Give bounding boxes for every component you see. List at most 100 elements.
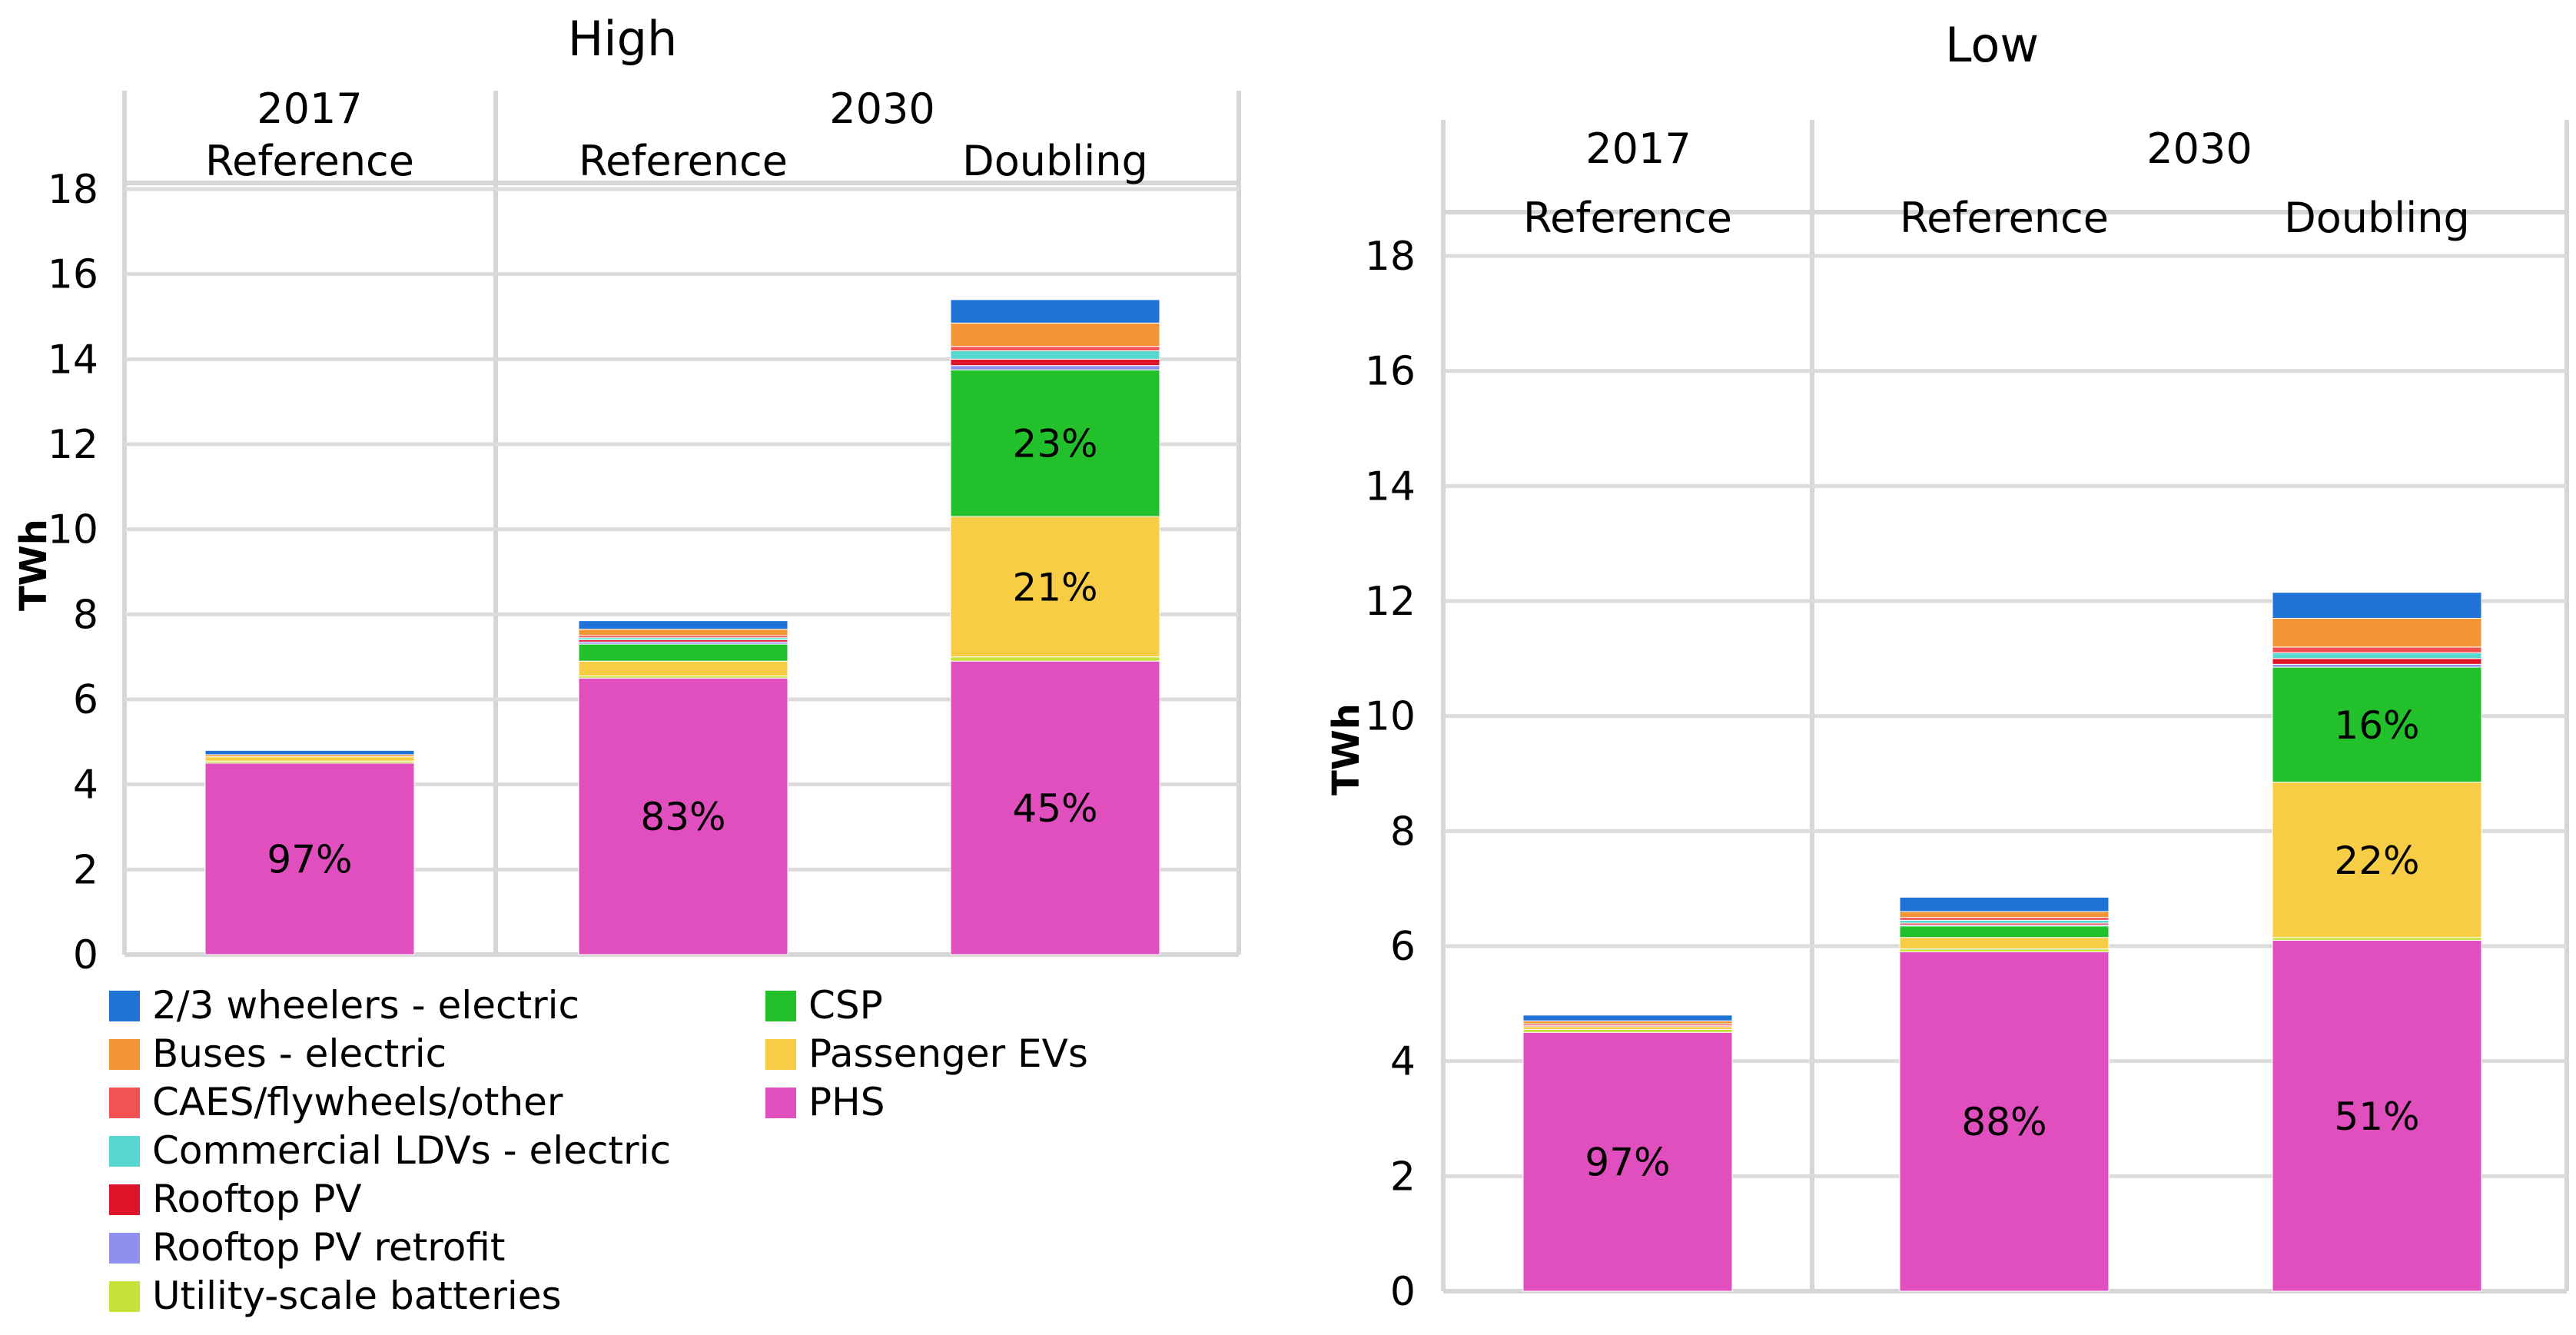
- bar-segment-buses-electric: [1899, 911, 2110, 918]
- y-tick-label: 12: [48, 422, 98, 468]
- bar-segment-rooftop-pv: [2272, 658, 2482, 665]
- legend-swatch-commercial-ldvs-electric: [109, 1136, 140, 1167]
- bar-segment-rooftop-pv-retrofit: [950, 365, 1160, 370]
- legend-swatch-passenger-evs: [765, 1039, 796, 1070]
- data-label: 45%: [1012, 786, 1097, 831]
- legend-swatch-phs: [765, 1088, 796, 1118]
- data-label: 97%: [267, 838, 352, 882]
- bar-segment-rooftop-pv-retrofit: [2272, 663, 2482, 668]
- y-tick-label: 18: [48, 167, 98, 213]
- data-label: 83%: [640, 795, 725, 839]
- chart-title: Low: [1945, 17, 2039, 73]
- header-year-label: 2017: [257, 85, 362, 133]
- data-label: 51%: [2334, 1094, 2419, 1139]
- y-tick-label: 14: [1365, 463, 1416, 510]
- category-label: Doubling: [2284, 194, 2470, 242]
- bar-segment-phs: [950, 660, 1160, 955]
- category-label: Reference: [1523, 194, 1732, 242]
- legend-swatch-2-3-wheelers-electric: [109, 991, 140, 1021]
- header-year-label: 2017: [1585, 125, 1691, 173]
- bar-segment-utility-scale-batteries: [950, 656, 1160, 662]
- category-label: Doubling: [962, 137, 1148, 185]
- legend-label: 2/3 wheelers - electric: [152, 983, 579, 1028]
- data-label: 23%: [1012, 422, 1097, 467]
- y-tick-label: 18: [1365, 234, 1416, 280]
- legend-label: Passenger EVs: [808, 1031, 1088, 1076]
- legend-label: Rooftop PV retrofit: [152, 1225, 505, 1270]
- category-label: Reference: [1900, 194, 2109, 242]
- category-label: Reference: [205, 137, 414, 185]
- y-tick-label: 14: [48, 337, 98, 383]
- header-year-label: 2030: [2146, 125, 2252, 173]
- data-label: 16%: [2334, 703, 2419, 748]
- legend-swatch-csp: [765, 991, 796, 1021]
- bar-segment-phs: [1899, 951, 2110, 1292]
- bar-segment-utility-scale-batteries: [1899, 948, 2110, 952]
- bar-segment-buses-electric: [578, 629, 788, 636]
- bar-segment-passenger-evs: [578, 660, 788, 677]
- y-tick-label: 16: [48, 252, 98, 298]
- legend-label: Rooftop PV: [152, 1177, 362, 1221]
- data-label: 97%: [1585, 1141, 1670, 1185]
- bar-segment-csp: [950, 369, 1160, 517]
- bar-segment-caes-flywheels-other: [950, 346, 1160, 351]
- bar-segment-phs: [1522, 1031, 1733, 1292]
- legend-label: PHS: [808, 1080, 885, 1124]
- legend-label: Buses - electric: [152, 1031, 446, 1076]
- y-tick-label: 6: [1390, 924, 1416, 970]
- bar-segment-caes-flywheels-other: [1899, 917, 2110, 921]
- y-tick-label: 6: [73, 677, 98, 723]
- bar-segment-caes-flywheels-other: [2272, 646, 2482, 653]
- y-tick-label: 0: [1390, 1269, 1416, 1315]
- y-tick-label: 2: [73, 847, 98, 893]
- bar-segment-passenger-evs: [1899, 937, 2110, 950]
- bar-segment-utility-scale-batteries: [2272, 937, 2482, 941]
- y-tick-label: 4: [73, 762, 98, 809]
- bar-segment-utility-scale-batteries: [1522, 1029, 1733, 1033]
- bar-segment-rooftop-pv: [950, 358, 1160, 367]
- bar-segment-2-3-wheelers-electric: [578, 620, 788, 630]
- bar-segment-phs: [204, 762, 415, 955]
- bar-segment-passenger-evs: [1522, 1026, 1733, 1031]
- chart-panel-low: Low 0 2 4 6 8 10 12 14 16 18 TWh 2017 2030 Reference Re…: [1325, 17, 2569, 1315]
- bar-segment-2-3-wheelers-electric: [1522, 1015, 1733, 1021]
- bar-segment-commercial-ldvs-electric: [2272, 652, 2482, 659]
- y-tick-label: 16: [1365, 349, 1416, 395]
- data-label: 21%: [1012, 565, 1097, 609]
- y-tick-label: 0: [73, 932, 98, 978]
- y-axis-label: TWh: [12, 519, 55, 611]
- bar-segment-commercial-ldvs-electric: [950, 350, 1160, 360]
- bar-segment-csp: [578, 643, 788, 662]
- legend-label: Utility-scale batteries: [152, 1274, 562, 1318]
- header-year-label: 2030: [829, 85, 934, 133]
- data-label: 88%: [1961, 1100, 2047, 1144]
- legend-swatch-caes-flywheels-other: [109, 1088, 140, 1118]
- bar-segment-2-3-wheelers-electric: [950, 299, 1160, 324]
- y-tick-label: 2: [1390, 1154, 1416, 1200]
- legend-swatch-utility-scale-batteries: [109, 1281, 140, 1312]
- bar-segment-passenger-evs: [950, 516, 1160, 658]
- y-tick-label: 8: [73, 592, 98, 638]
- y-tick-label: 10: [1365, 694, 1416, 740]
- chart-panel-high: High 0 2 4 6 8 10 12 14 16 18 TWh 2017 2030 Reference R…: [12, 11, 1241, 978]
- bar-segment-csp: [2272, 666, 2482, 783]
- bar-segment-csp: [1899, 925, 2110, 938]
- bar-segment-phs: [578, 677, 788, 955]
- data-label: 22%: [2334, 839, 2419, 883]
- chart-title: High: [568, 11, 678, 67]
- bar-segment-commercial-ldvs-electric: [1899, 919, 2110, 924]
- bar-segment-buses-electric: [950, 322, 1160, 347]
- bar-segment-2-3-wheelers-electric: [204, 749, 415, 756]
- bar-segment-buses-electric: [2272, 617, 2482, 648]
- legend-swatch-rooftop-pv: [109, 1184, 140, 1215]
- bar-segment-passenger-evs: [2272, 782, 2482, 938]
- legend-label: CAES/flywheels/other: [152, 1080, 563, 1124]
- legend-swatch-rooftop-pv-retrofit: [109, 1233, 140, 1264]
- y-axis-label: TWh: [1325, 703, 1368, 795]
- legend-swatch-buses-electric: [109, 1039, 140, 1070]
- y-tick-label: 10: [48, 507, 98, 553]
- bar-segment-2-3-wheelers-electric: [2272, 592, 2482, 619]
- bar-segment-passenger-evs: [204, 756, 415, 762]
